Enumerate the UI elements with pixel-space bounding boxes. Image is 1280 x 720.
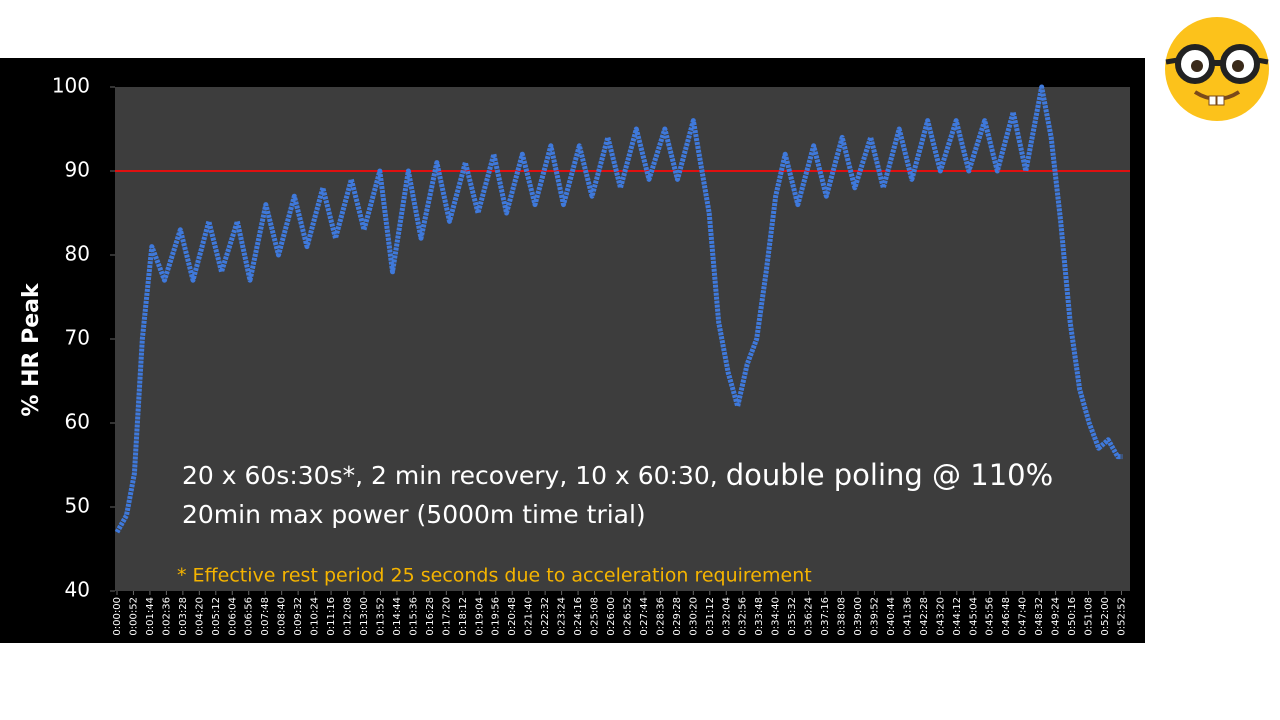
annotation-line2: 20min max power (5000m time trial) [182,500,646,529]
plot [114,84,1130,534]
x-tick-label: 0:39:52 [869,597,880,636]
y-tick-label: 60 [65,410,90,434]
x-tick-label: 0:51:08 [1084,597,1095,636]
axes: 40 50 60 70 80 90 100 0:00:00 0:00:52 0:01:44 0:02… [52,74,1128,636]
x-tick-label: 0:10:24 [310,597,321,636]
x-tick-label: 0:43:20 [935,597,946,636]
x-tick-label: 0:30:20 [688,597,699,636]
x-tick-label: 0:20:48 [507,597,518,636]
x-tick-label: 0:36:24 [804,597,815,636]
x-tick-label: 0:45:04 [968,597,979,636]
x-tick-label: 0:27:44 [639,597,650,636]
x-tick-label: 0:01:44 [145,597,156,636]
x-tick-label: 0:39:00 [853,597,864,636]
x-tick-label: 0:24:16 [573,597,584,636]
x-tick-label: 0:11:16 [326,597,337,636]
x-tick-label: 0:16:28 [425,597,436,636]
x-tick-label: 0:32:56 [738,597,749,636]
x-tick-label: 0:02:36 [161,597,172,636]
y-tick-label: 40 [65,578,90,602]
x-tick-label: 0:50:16 [1067,597,1078,636]
x-tick-label: 0:45:56 [985,597,996,636]
nerd-emoji [1165,17,1269,121]
x-tick-label: 0:42:28 [919,597,930,636]
x-tick-label: 0:12:08 [343,597,354,636]
x-tick-label: 0:41:36 [902,597,913,636]
x-tick-label: 0:00:00 [112,597,123,636]
y-tick-label: 100 [52,74,90,98]
x-tick-label: 0:08:40 [277,597,288,636]
x-tick-label: 0:33:48 [754,597,765,636]
x-tick-label: 0:52:52 [1116,597,1127,636]
y-tick-label: 90 [65,158,90,182]
x-tick-label: 0:31:12 [705,597,716,636]
x-tick-label: 0:22:32 [540,597,551,636]
x-tick-label: 0:26:52 [622,597,633,636]
x-tick-label: 0:38:08 [837,597,848,636]
x-tick-label: 0:52:00 [1100,597,1111,636]
x-tick-label: 0:21:40 [524,597,535,636]
x-tick-label: 0:19:04 [474,597,485,636]
x-tick-label: 0:04:20 [194,597,205,636]
x-tick-label: 0:26:00 [606,597,617,636]
x-tick-label: 0:25:08 [590,597,601,636]
y-tick-label: 80 [65,242,90,266]
x-tick-label: 0:37:16 [820,597,831,636]
x-tick-label: 0:49:24 [1051,597,1062,636]
x-tick-label: 0:28:36 [655,597,666,636]
x-tick-label: 0:15:36 [408,597,419,636]
x-tick-label: 0:13:00 [359,597,370,636]
y-tick-label: 70 [65,326,90,350]
hr-line [114,84,1123,534]
x-tick-label: 0:14:44 [392,597,403,636]
x-tick-label: 0:47:40 [1018,597,1029,636]
annotation-emphasis: double poling @ 110% [726,458,1053,492]
x-tick-label: 0:06:56 [244,597,255,636]
x-tick-label: 0:48:32 [1034,597,1045,636]
x-tick-label: 0:05:12 [211,597,222,636]
x-tick-label: 0:46:48 [1001,597,1012,636]
footnote: * Effective rest period 25 seconds due t… [177,565,812,587]
x-tick-label: 0:35:32 [787,597,798,636]
x-tick-label: 0:13:52 [375,597,386,636]
x-tick-label: 0:34:40 [771,597,782,636]
x-tick-label: 0:40:44 [886,597,897,636]
x-tick-label: 0:29:28 [672,597,683,636]
x-tick-label: 0:32:04 [721,597,732,636]
x-tick-label: 0:19:56 [491,597,502,636]
x-tick-label: 0:03:28 [178,597,189,636]
x-tick-label: 0:23:24 [557,597,568,636]
y-axis-label: % HR Peak [19,282,44,417]
x-tick-label: 0:09:32 [293,597,304,636]
x-tick-label: 0:00:52 [128,597,139,636]
x-tick-label: 0:07:48 [260,597,271,636]
x-tick-label: 0:18:12 [458,597,469,636]
annotation-text: 20 x 60s:30s*, 2 min recovery, 10 x 60:3… [182,461,718,490]
x-tick-label: 0:44:12 [952,597,963,636]
x-tick-label: 0:17:20 [441,597,452,636]
annotation: 20 x 60s:30s*, 2 min recovery, 10 x 60:3… [182,458,1053,492]
x-tick-label: 0:06:04 [227,597,238,636]
y-tick-label: 50 [65,494,90,518]
